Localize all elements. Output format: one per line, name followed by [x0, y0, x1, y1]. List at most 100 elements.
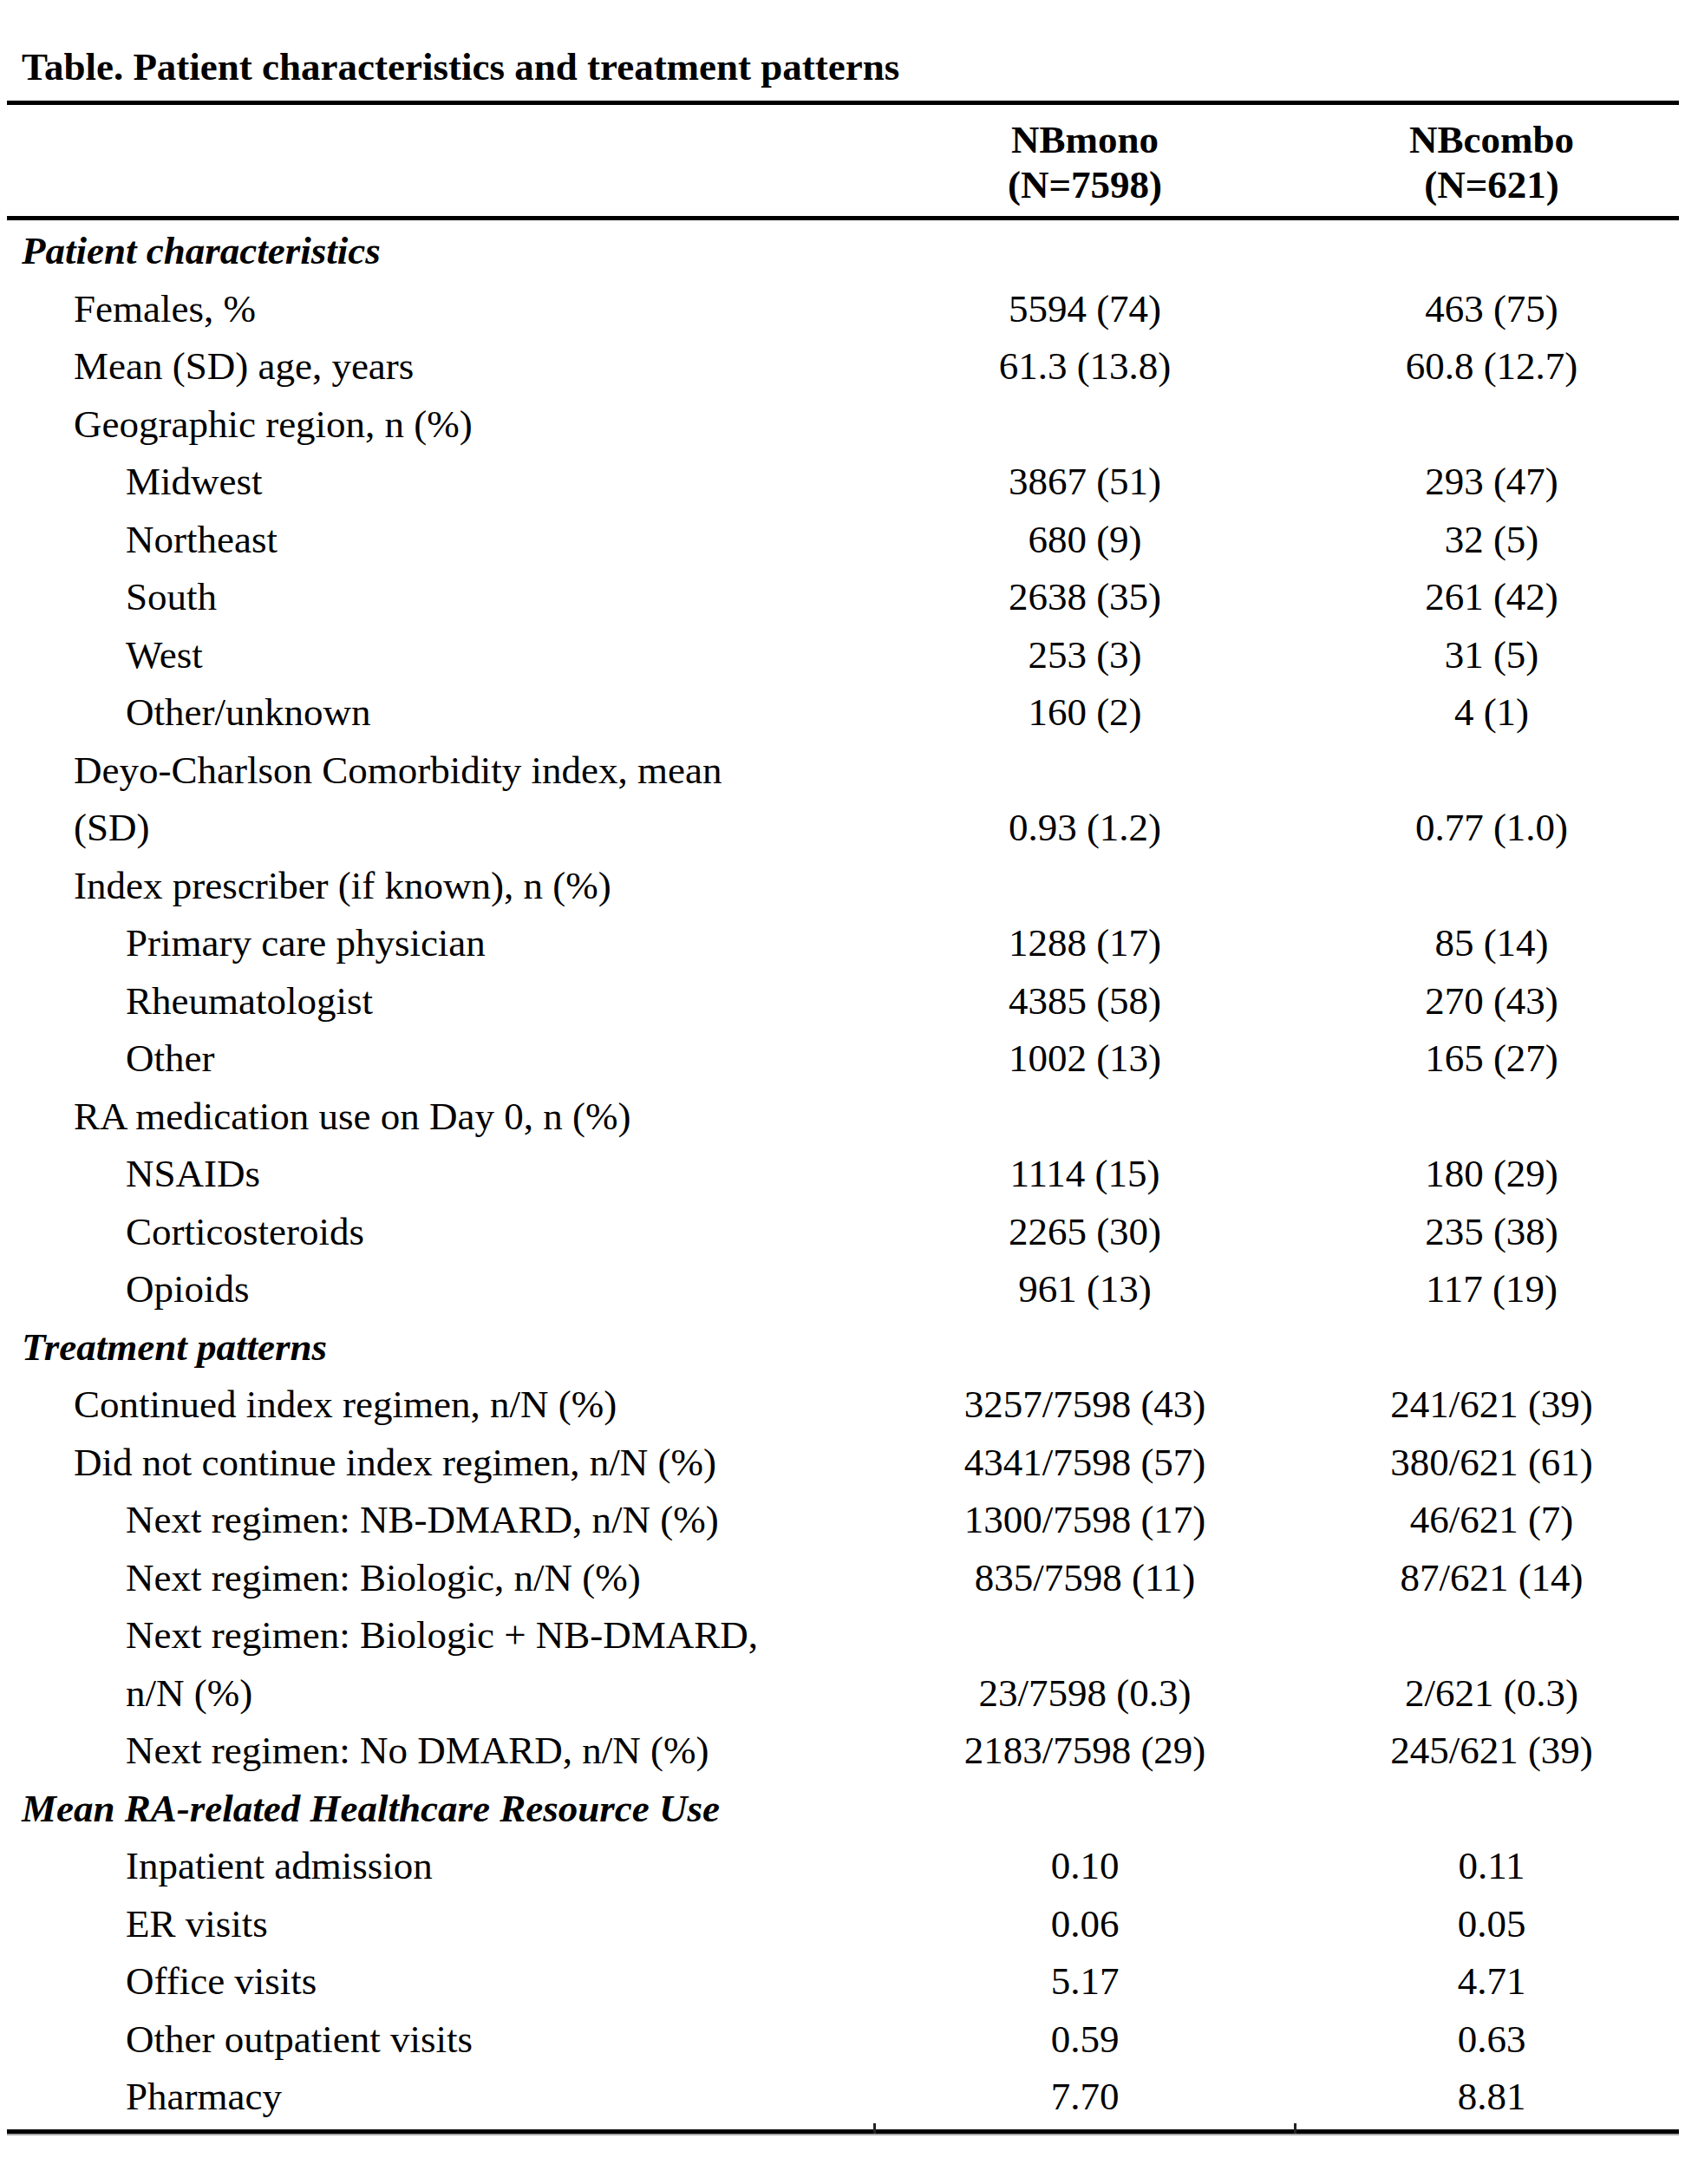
cell-nbmono: 4341/7598 (57)	[872, 1434, 1298, 1492]
row-label: Other	[0, 1030, 872, 1088]
section-row: Patient characteristics	[0, 222, 1685, 280]
table-row: Rheumatologist4385 (58)270 (43)	[0, 972, 1685, 1030]
section-label: Patient characteristics	[0, 222, 1685, 280]
bottom-rule	[7, 2129, 1679, 2135]
table-row: Other1002 (13)165 (27)	[0, 1030, 1685, 1088]
column-header-nbmono-n: (N=7598)	[872, 162, 1298, 207]
row-label: South	[0, 568, 872, 626]
table-row: RA medication use on Day 0, n (%)	[0, 1088, 1685, 1146]
table-row: Pharmacy7.708.81	[0, 2068, 1685, 2126]
cell-nbcombo: 0.05	[1298, 1895, 1685, 1953]
cell-nbcombo: 60.8 (12.7)	[1298, 337, 1685, 396]
cell-nbmono: 2638 (35)	[872, 568, 1298, 626]
cell-nbmono: 0.93 (1.2)	[872, 799, 1298, 857]
table-title: Table. Patient characteristics and treat…	[0, 0, 1685, 101]
table-row: Next regimen: No DMARD, n/N (%)2183/7598…	[0, 1722, 1685, 1780]
cell-nbcombo: 31 (5)	[1298, 626, 1685, 684]
table-row: Opioids961 (13)117 (19)	[0, 1260, 1685, 1318]
cell-nbmono: 0.06	[872, 1895, 1298, 1953]
table-row: ER visits0.060.05	[0, 1895, 1685, 1953]
column-header-nbmono-name: NBmono	[872, 117, 1298, 162]
cell-nbmono: 0.59	[872, 2011, 1298, 2069]
row-label: Continued index regimen, n/N (%)	[0, 1376, 872, 1434]
paper-table-page: Table. Patient characteristics and treat…	[0, 0, 1685, 2184]
row-label: Deyo-Charlson Comorbidity index, mean (S…	[0, 742, 872, 857]
cell-nbcombo: 8.81	[1298, 2068, 1685, 2126]
cell-nbcombo: 241/621 (39)	[1298, 1376, 1685, 1434]
cell-nbmono: 3257/7598 (43)	[872, 1376, 1298, 1434]
cell-nbmono: 835/7598 (11)	[872, 1549, 1298, 1607]
table-row: Index prescriber (if known), n (%)	[0, 857, 1685, 915]
cell-nbmono: 4385 (58)	[872, 972, 1298, 1030]
column-header-nbmono: NBmono (N=7598)	[872, 117, 1298, 207]
table-row: South2638 (35)261 (42)	[0, 568, 1685, 626]
row-label: Pharmacy	[0, 2068, 872, 2126]
cell-nbmono: 5594 (74)	[872, 280, 1298, 338]
row-label: Females, %	[0, 280, 872, 338]
cell-nbcombo: 2/621 (0.3)	[1298, 1664, 1685, 1723]
cell-nbmono: 1114 (15)	[872, 1145, 1298, 1203]
table-row: Next regimen: NB-DMARD, n/N (%)1300/7598…	[0, 1491, 1685, 1549]
row-label: ER visits	[0, 1895, 872, 1953]
cell-nbcombo: 165 (27)	[1298, 1030, 1685, 1088]
section-label: Mean RA-related Healthcare Resource Use	[0, 1780, 1685, 1838]
table-row: Mean (SD) age, years61.3 (13.8)60.8 (12.…	[0, 337, 1685, 396]
table-row: Females, %5594 (74)463 (75)	[0, 280, 1685, 338]
row-label: Geographic region, n (%)	[0, 396, 872, 454]
row-label: Corticosteroids	[0, 1203, 872, 1261]
table-row: Did not continue index regimen, n/N (%)4…	[0, 1434, 1685, 1492]
cell-nbcombo: 4.71	[1298, 1952, 1685, 2011]
table-row: Corticosteroids2265 (30)235 (38)	[0, 1203, 1685, 1261]
cell-nbmono: 7.70	[872, 2068, 1298, 2126]
row-label: Inpatient admission	[0, 1837, 872, 1895]
header-spacer	[0, 117, 872, 207]
cell-nbcombo: 235 (38)	[1298, 1203, 1685, 1261]
table-row: Next regimen: Biologic, n/N (%)835/7598 …	[0, 1549, 1685, 1607]
cell-nbcombo: 46/621 (7)	[1298, 1491, 1685, 1549]
cell-nbmono: 1300/7598 (17)	[872, 1491, 1298, 1549]
cell-nbcombo: 180 (29)	[1298, 1145, 1685, 1203]
table-row: Midwest3867 (51)293 (47)	[0, 453, 1685, 511]
cell-nbcombo: 0.63	[1298, 2011, 1685, 2069]
row-label: Next regimen: No DMARD, n/N (%)	[0, 1722, 872, 1780]
table-row: Next regimen: Biologic + NB-DMARD, n/N (…	[0, 1606, 1685, 1722]
column-header-nbcombo: NBcombo (N=621)	[1298, 117, 1685, 207]
cell-nbcombo: 0.11	[1298, 1837, 1685, 1895]
row-label: Next regimen: Biologic, n/N (%)	[0, 1549, 872, 1607]
cell-nbcombo: 245/621 (39)	[1298, 1722, 1685, 1780]
cell-nbmono: 23/7598 (0.3)	[872, 1664, 1298, 1723]
table-row: Primary care physician1288 (17)85 (14)	[0, 914, 1685, 972]
row-label: Office visits	[0, 1952, 872, 2011]
row-label: Other outpatient visits	[0, 2011, 872, 2069]
row-label: Midwest	[0, 453, 872, 511]
table-row: Continued index regimen, n/N (%)3257/759…	[0, 1376, 1685, 1434]
table-row: West253 (3)31 (5)	[0, 626, 1685, 684]
table-row: NSAIDs1114 (15)180 (29)	[0, 1145, 1685, 1203]
column-header-nbcombo-n: (N=621)	[1298, 162, 1685, 207]
cell-nbcombo: 270 (43)	[1298, 972, 1685, 1030]
cell-nbmono: 2183/7598 (29)	[872, 1722, 1298, 1780]
table-row: Inpatient admission0.100.11	[0, 1837, 1685, 1895]
row-label: RA medication use on Day 0, n (%)	[0, 1088, 872, 1146]
cell-nbmono: 61.3 (13.8)	[872, 337, 1298, 396]
row-label: Index prescriber (if known), n (%)	[0, 857, 872, 915]
table-body: Patient characteristicsFemales, %5594 (7…	[0, 220, 1685, 2126]
cell-nbmono: 160 (2)	[872, 683, 1298, 742]
row-label: Northeast	[0, 511, 872, 569]
table-header-row: NBmono (N=7598) NBcombo (N=621)	[0, 105, 1685, 216]
cell-nbcombo: 32 (5)	[1298, 511, 1685, 569]
section-label: Treatment patterns	[0, 1318, 1685, 1376]
cell-nbcombo: 261 (42)	[1298, 568, 1685, 626]
cell-nbmono: 5.17	[872, 1952, 1298, 2011]
cell-nbcombo: 87/621 (14)	[1298, 1549, 1685, 1607]
cell-nbcombo: 380/621 (61)	[1298, 1434, 1685, 1492]
table-row: Northeast680 (9)32 (5)	[0, 511, 1685, 569]
table-row: Office visits5.174.71	[0, 1952, 1685, 2011]
cell-nbcombo: 4 (1)	[1298, 683, 1685, 742]
section-row: Mean RA-related Healthcare Resource Use	[0, 1780, 1685, 1838]
row-label: Rheumatologist	[0, 972, 872, 1030]
cell-nbmono: 253 (3)	[872, 626, 1298, 684]
bottom-rule-gray-line	[7, 2134, 1679, 2135]
cell-nbcombo: 293 (47)	[1298, 453, 1685, 511]
column-boundary-tick	[1294, 2123, 1296, 2134]
